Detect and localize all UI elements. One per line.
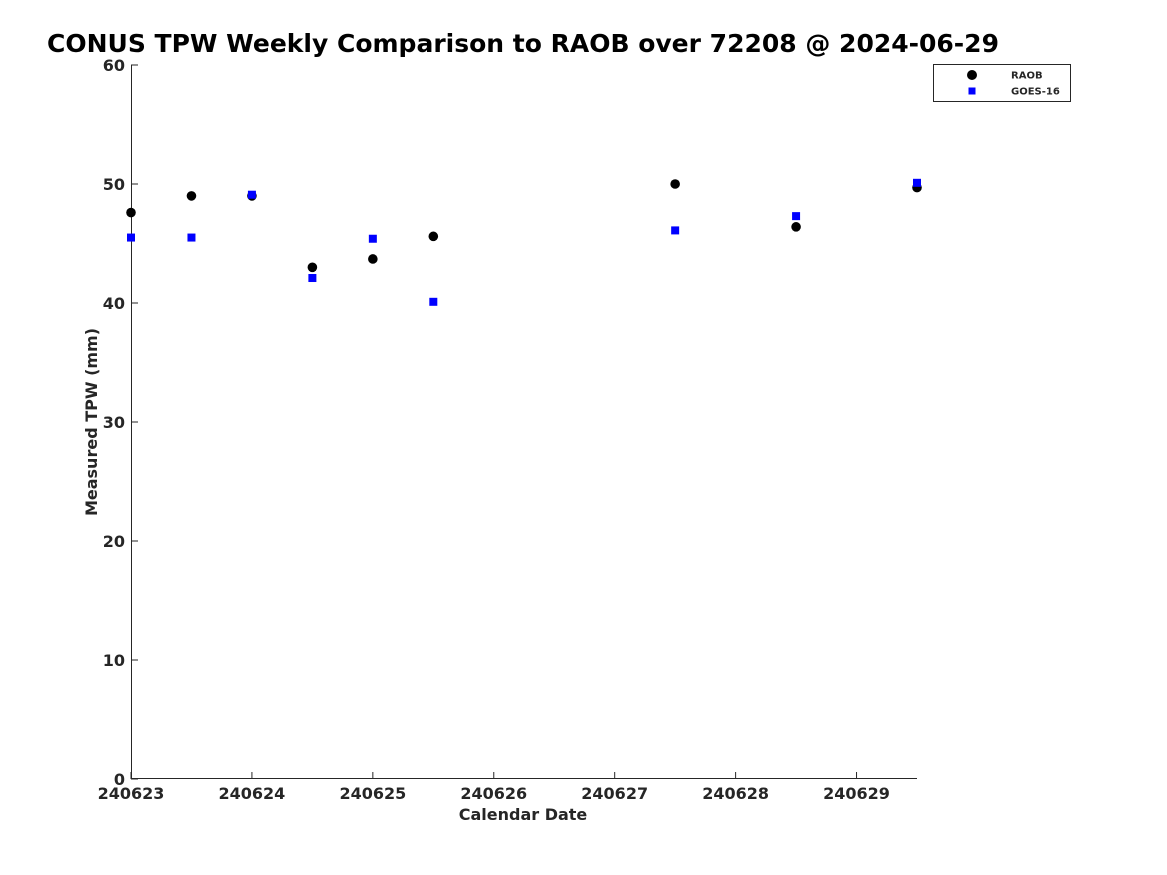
- x-tick-label: 240628: [702, 784, 769, 803]
- raob-point: [428, 231, 439, 242]
- raob-point: [368, 254, 378, 264]
- goes-16-point: [308, 274, 317, 283]
- legend-label: RAOB: [1011, 71, 1043, 82]
- x-tick-label: 240623: [98, 784, 165, 803]
- goes-16-point: [247, 190, 256, 199]
- raob-point: [307, 262, 318, 273]
- legend-label: GOES-16: [1011, 87, 1060, 98]
- x-axis-ticks: 240623 240624 240625 240626 240627 240628 2406…: [98, 772, 890, 803]
- legend-raob-marker: [967, 70, 977, 80]
- x-tick-label: 240627: [581, 784, 648, 803]
- y-tick-label: 10: [103, 651, 125, 670]
- goes-16-point: [671, 226, 680, 235]
- raob-point: [791, 222, 801, 232]
- y-tick-label: 40: [103, 294, 125, 313]
- raob-point: [126, 207, 136, 218]
- series-goes-16: [127, 178, 921, 306]
- raob-point: [186, 191, 197, 201]
- y-axis-label: Measured TPW (mm): [82, 328, 101, 516]
- legend-goes-16-marker: [968, 87, 976, 95]
- raob-point: [670, 179, 680, 189]
- legend-box: [933, 64, 1071, 102]
- plot-area: [131, 65, 917, 779]
- x-axis-label: Calendar Date: [459, 805, 588, 824]
- legend: RAOB GOES-16: [933, 64, 1071, 102]
- chart-title: CONUS TPW Weekly Comparison to RAOB over…: [47, 29, 999, 58]
- x-tick-label: 240624: [219, 784, 286, 803]
- y-tick-label: 60: [103, 56, 125, 75]
- x-tick-label: 240629: [823, 784, 890, 803]
- goes-16-point: [913, 178, 921, 187]
- y-tick-label: 20: [103, 532, 125, 551]
- x-tick-label: 240625: [339, 784, 406, 803]
- y-axis-ticks: 0 10 20 30 40 50 60: [103, 56, 138, 789]
- goes-16-point: [368, 234, 377, 243]
- x-tick-label: 240626: [460, 784, 527, 803]
- goes-16-point: [429, 297, 438, 306]
- series-layer: [126, 178, 922, 306]
- series-raob: [126, 179, 922, 273]
- y-tick-label: 30: [103, 413, 125, 432]
- goes-16-point: [127, 233, 135, 242]
- goes-16-point: [187, 233, 196, 242]
- y-tick-label: 50: [103, 175, 125, 194]
- goes-16-point: [792, 212, 801, 221]
- y-tick-label: 0: [114, 770, 125, 789]
